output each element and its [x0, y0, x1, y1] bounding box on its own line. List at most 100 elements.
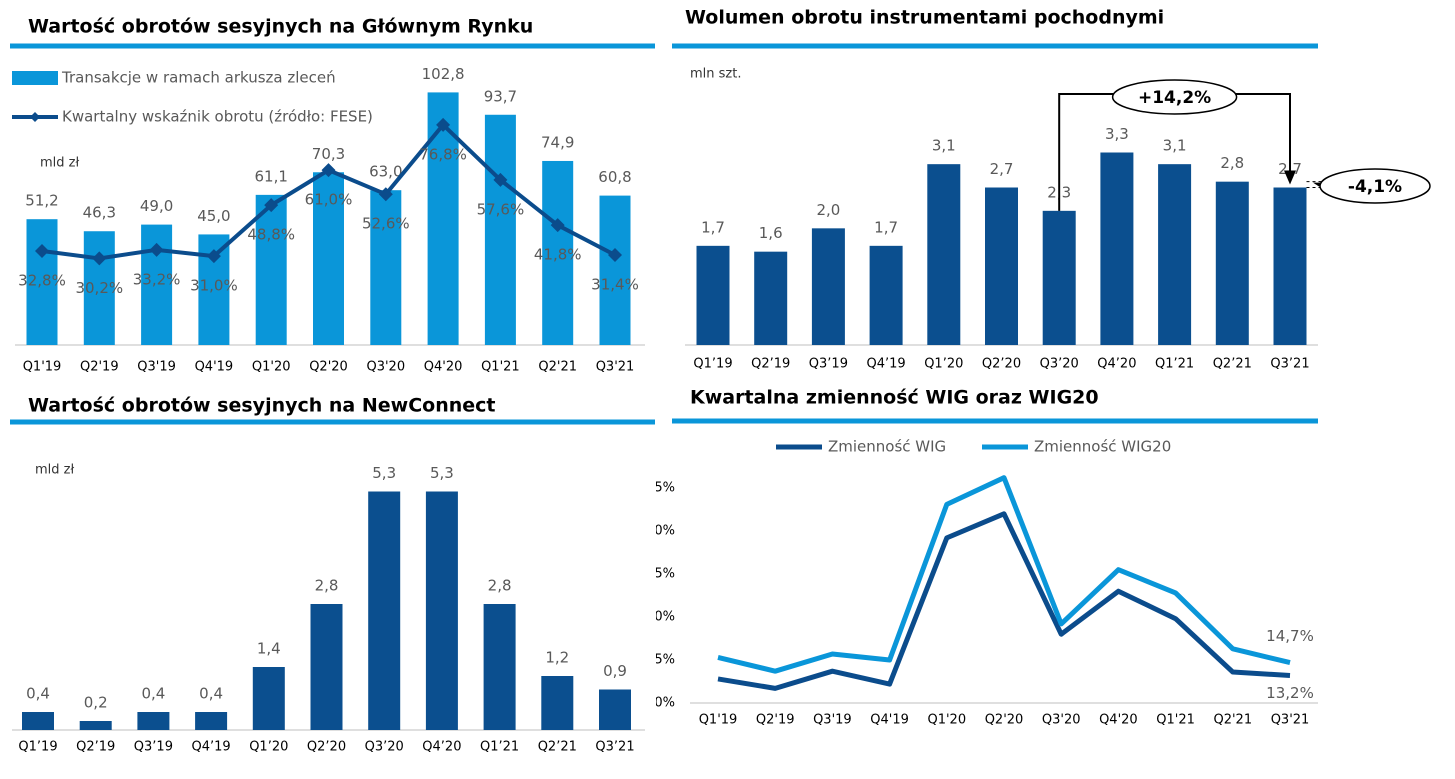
x-tick-label: Q1'20: [927, 713, 966, 728]
data-label: 2,8: [315, 577, 339, 595]
y-axis-label: mln szt.: [690, 67, 741, 82]
chart-panel: Wartość obrotów sesyjnych na NewConnect m…: [10, 395, 655, 755]
bar: [483, 604, 516, 730]
chart-title: Wolumen obrotu instrumentami pochodnymi: [685, 7, 1164, 29]
data-label: 30,2%: [75, 279, 123, 297]
x-tick-label: Q2’19: [751, 357, 790, 372]
x-tick-label: Q1’21: [480, 740, 519, 755]
legend-label: Zmienność WIG: [828, 438, 946, 456]
marker: [206, 249, 221, 264]
bar: [927, 164, 961, 345]
data-label: 1,6: [759, 224, 783, 242]
chart-title: Wartość obrotów sesyjnych na NewConnect: [28, 395, 495, 417]
x-tick-label: Q2'20: [309, 360, 348, 375]
marker: [92, 251, 107, 266]
chart-title: Kwartalna zmienność WIG oraz WIG20: [690, 387, 1099, 409]
data-label: 0,2: [84, 694, 108, 712]
x-tick-label: Q3’20: [365, 740, 404, 755]
x-tick-label: Q1'20: [252, 360, 291, 375]
legend-label: Kwartalny wskaźnik obrotu (źródło: FESE): [62, 108, 373, 126]
marker: [436, 117, 451, 132]
x-tick-label: Q1’19: [693, 357, 732, 372]
annotation-bubble: [1111, 79, 1238, 115]
y-tick-label: 30%: [646, 524, 675, 539]
annotation: +14,2%: [1138, 88, 1211, 108]
bar: [26, 219, 58, 345]
x-tick-label: Q3’19: [809, 357, 848, 372]
marker: [550, 218, 565, 233]
x-tick-label: Q2'21: [1213, 713, 1252, 728]
data-label: 1,4: [257, 640, 281, 658]
line: [717, 475, 1291, 674]
data-label: 49,0: [140, 197, 173, 215]
data-label: 1,7: [701, 218, 725, 236]
x-tick-label: Q2’21: [538, 740, 577, 755]
bar: [696, 245, 730, 345]
chart-panel: Kwartalna zmienność WIG oraz WIG20 Q1'19 Q…: [646, 387, 1318, 728]
y-tick-label: 35%: [646, 481, 675, 496]
data-label: 93,7: [484, 87, 517, 105]
y-tick-label: 20%: [646, 610, 675, 625]
data-label: 51,2: [25, 192, 58, 210]
legend-swatch: [12, 71, 58, 85]
data-label: 0,4: [141, 685, 165, 703]
x-tick-label: Q1’21: [1155, 357, 1194, 372]
x-tick-label: Q1’19: [18, 740, 57, 755]
title-rule: [672, 418, 1318, 424]
bar: [985, 187, 1018, 345]
data-label: 5,3: [430, 464, 454, 482]
data-label: 45,0: [197, 207, 230, 225]
bar: [313, 172, 344, 345]
y-axis-label: mld zł: [35, 463, 74, 478]
data-label: 2,8: [1220, 154, 1244, 172]
data-label: 5,3: [372, 464, 396, 482]
x-tick-label: Q1’20: [249, 740, 288, 755]
title-rule: [10, 419, 655, 425]
x-tick-label: Q4’19: [867, 357, 906, 372]
marker: [493, 172, 508, 187]
data-label: 3,3: [1105, 125, 1129, 143]
bar: [310, 604, 343, 730]
data-label: 63,0: [369, 163, 402, 181]
bar: [599, 195, 631, 345]
bar: [22, 712, 54, 730]
marker: [321, 163, 336, 178]
x-tick-label: Q1’20: [924, 357, 963, 372]
bar: [1158, 164, 1192, 345]
marker: [378, 187, 393, 202]
bar: [79, 721, 112, 730]
annotation: -4,1%: [1348, 177, 1402, 197]
bar: [368, 491, 401, 730]
x-tick-label: Q2’21: [1213, 357, 1252, 372]
bar: [370, 190, 402, 345]
data-label: 0,4: [199, 685, 223, 703]
legend-label: Zmienność WIG20: [1034, 438, 1171, 456]
data-label: 3,1: [1163, 137, 1187, 155]
x-tick-label: Q2’20: [982, 357, 1021, 372]
marker: [264, 198, 279, 213]
arrow-head: [1284, 170, 1296, 185]
x-tick-label: Q2'20: [985, 713, 1024, 728]
data-label: 61,0%: [305, 191, 353, 209]
data-label: 76,8%: [419, 145, 467, 163]
data-label: 57,6%: [477, 200, 525, 218]
data-label: 14,7%: [1266, 627, 1314, 645]
y-tick-label: 15%: [646, 653, 675, 668]
bar: [137, 712, 170, 730]
x-tick-label: Q1'19: [23, 360, 62, 375]
bar: [599, 689, 631, 730]
x-tick-label: Q3'20: [1042, 713, 1081, 728]
x-tick-label: Q4'20: [424, 360, 463, 375]
data-label: 48,8%: [247, 226, 295, 244]
data-label: 70,3: [312, 145, 345, 163]
marker: [149, 242, 164, 257]
y-tick-label: 25%: [646, 567, 675, 582]
legend-label: Transakcje w ramach arkusza zleceń: [61, 69, 336, 87]
annotation-bubble: [1319, 168, 1431, 204]
x-tick-label: Q3’21: [595, 740, 634, 755]
data-label: 60,8: [598, 168, 631, 186]
bar: [811, 228, 845, 345]
x-tick-label: Q2'21: [538, 360, 577, 375]
data-label: 3,1: [932, 137, 956, 155]
title-rule: [10, 43, 655, 49]
